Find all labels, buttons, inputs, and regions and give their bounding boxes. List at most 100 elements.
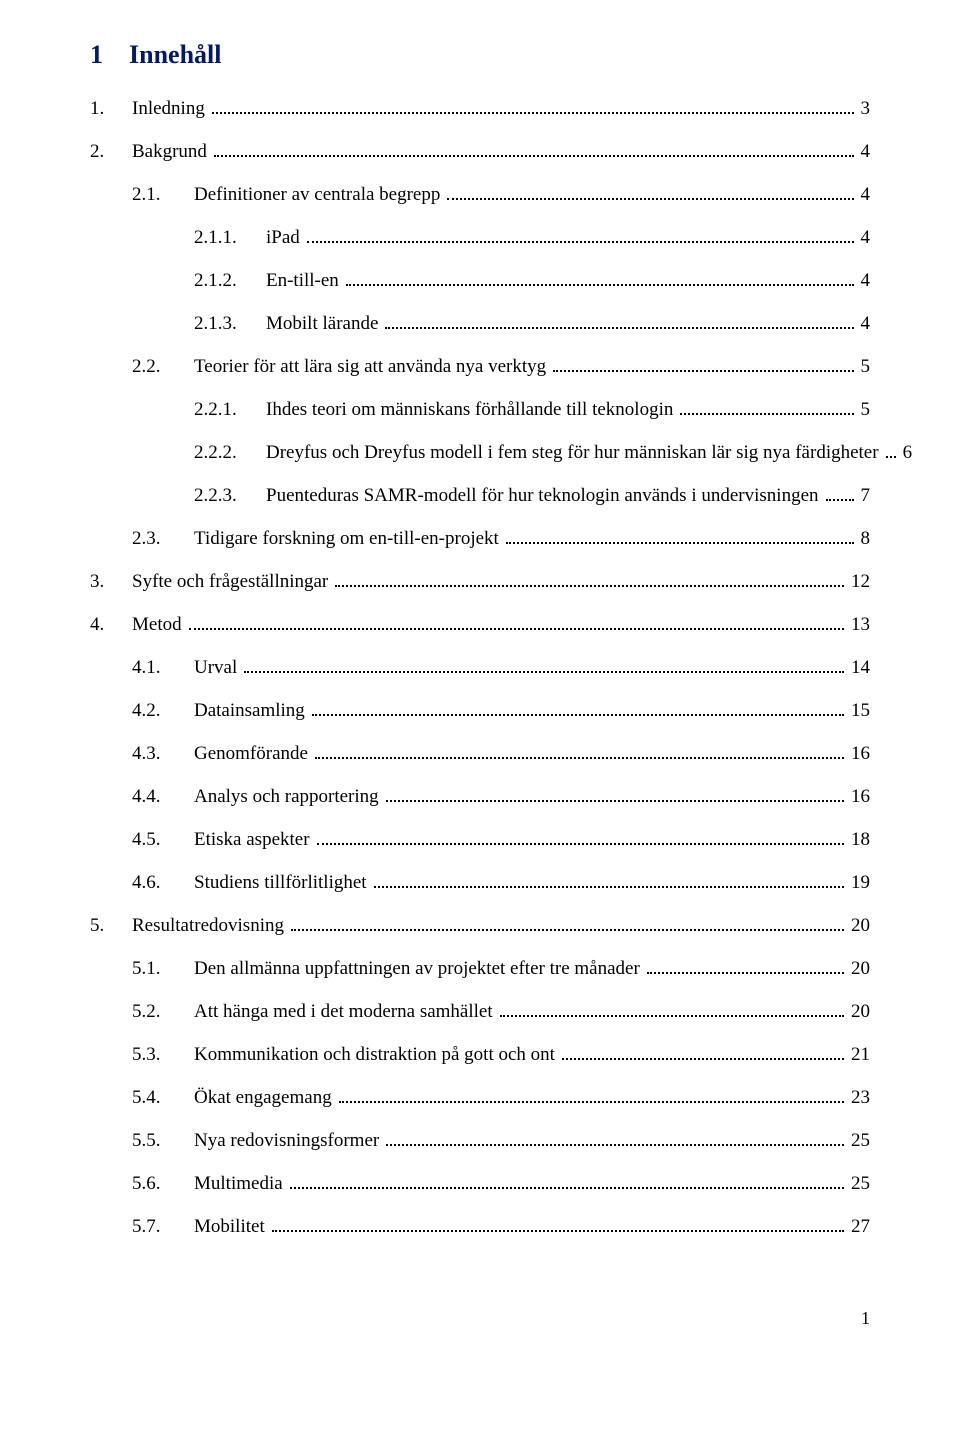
toc-leader-dots — [385, 327, 853, 329]
page-number: 1 — [90, 1308, 870, 1329]
toc-entry-page: 5 — [857, 399, 871, 421]
toc-entry: 2.2.3.Puenteduras SAMR-modell för hur te… — [90, 485, 870, 507]
toc-entry-page: 8 — [857, 528, 871, 550]
toc-entry-number: 5.7. — [132, 1216, 194, 1238]
toc-entry-page: 18 — [847, 829, 870, 851]
toc-entry-number: 2.2.1. — [194, 399, 266, 421]
toc-entry-title: Datainsamling — [194, 700, 309, 722]
toc-entry-title: Metod — [132, 614, 186, 636]
toc-entry-page: 27 — [847, 1216, 870, 1238]
toc-entry-number: 2.1.2. — [194, 270, 266, 292]
toc-entry: 2.1.Definitioner av centrala begrepp4 — [90, 184, 870, 206]
toc-leader-dots — [346, 284, 854, 286]
toc-entry: 4.6.Studiens tillförlitlighet 19 — [90, 872, 870, 894]
toc-leader-dots — [680, 413, 853, 415]
toc-heading: 1 Innehåll — [90, 40, 870, 70]
toc-leader-dots — [189, 628, 844, 630]
toc-entry-title: Den allmänna uppfattningen av projektet … — [194, 958, 644, 980]
toc-entry-number: 4. — [90, 614, 132, 636]
toc-entry-number: 5. — [90, 915, 132, 937]
toc-entry-number: 4.4. — [132, 786, 194, 808]
toc-entry-number: 4.3. — [132, 743, 194, 765]
toc-entry-number: 4.1. — [132, 657, 194, 679]
toc-entry-title: Resultatredovisning — [132, 915, 288, 937]
toc-entry-page: 7 — [857, 485, 871, 507]
toc-entry: 3.Syfte och frågeställningar12 — [90, 571, 870, 593]
toc-entry-page: 16 — [847, 743, 870, 765]
toc-entry-title: iPad — [266, 227, 304, 249]
toc-entry-title: Inledning — [132, 98, 209, 120]
toc-entry-page: 20 — [847, 915, 870, 937]
toc-leader-dots — [312, 714, 844, 716]
toc-entry-title: Ihdes teori om människans förhållande ti… — [266, 399, 677, 421]
toc-entry: 5.2.Att hänga med i det moderna samhälle… — [90, 1001, 870, 1023]
toc-entry-page: 25 — [847, 1173, 870, 1195]
toc-entry-title: Definitioner av centrala begrepp — [194, 184, 444, 206]
toc-entry-page: 4 — [857, 313, 871, 335]
toc-entry-page: 13 — [847, 614, 870, 636]
toc-entry: 2.1.3.Mobilt lärande4 — [90, 313, 870, 335]
toc-entry: 4.2.Datainsamling15 — [90, 700, 870, 722]
toc-leader-dots — [335, 585, 844, 587]
toc-entry-title: Analys och rapportering — [194, 786, 383, 808]
toc-entry-page: 3 — [857, 98, 871, 120]
toc-entry-number: 2.3. — [132, 528, 194, 550]
toc-leader-dots — [307, 241, 854, 243]
toc-entry: 5.3.Kommunikation och distraktion på got… — [90, 1044, 870, 1066]
toc-leader-dots — [386, 1144, 844, 1146]
toc-leader-dots — [212, 112, 854, 114]
toc-entry-page: 23 — [847, 1087, 870, 1109]
toc-entry-title: Bakgrund — [132, 141, 211, 163]
toc-leader-dots — [214, 155, 854, 157]
toc-entry-page: 19 — [847, 872, 870, 894]
toc-leader-dots — [386, 800, 844, 802]
toc-entry-page: 21 — [847, 1044, 870, 1066]
toc-entry: 4.1.Urval14 — [90, 657, 870, 679]
toc-entry-title: Nya redovisningsformer — [194, 1130, 383, 1152]
toc-entry-title: Multimedia — [194, 1173, 287, 1195]
toc-entry-title: Mobilitet — [194, 1216, 269, 1238]
toc-leader-dots — [291, 929, 844, 931]
toc-entry-number: 2.2. — [132, 356, 194, 378]
toc-entry-title: Ökat engagemang — [194, 1087, 336, 1109]
toc-heading-prefix: 1 — [90, 40, 103, 69]
toc-entry: 4.4.Analys och rapportering 16 — [90, 786, 870, 808]
toc-entry-number: 5.6. — [132, 1173, 194, 1195]
toc-entry-number: 1. — [90, 98, 132, 120]
toc-leader-dots — [447, 198, 853, 200]
toc-entry-title: Mobilt lärande — [266, 313, 382, 335]
toc-entry-number: 2. — [90, 141, 132, 163]
toc-entry: 4.Metod 13 — [90, 614, 870, 636]
toc-entry-title: Tidigare forskning om en-till-en-projekt — [194, 528, 503, 550]
toc-leader-dots — [272, 1230, 844, 1232]
toc-entry-page: 4 — [857, 141, 871, 163]
toc-entry-number: 2.2.2. — [194, 442, 266, 464]
toc-leader-dots — [553, 370, 853, 372]
toc-entry: 5.Resultatredovisning 20 — [90, 915, 870, 937]
toc-entry-number: 4.6. — [132, 872, 194, 894]
toc-entry-page: 14 — [847, 657, 870, 679]
toc-entry-page: 12 — [847, 571, 870, 593]
toc-entry-page: 4 — [857, 227, 871, 249]
toc-entry: 2.3.Tidigare forskning om en-till-en-pro… — [90, 528, 870, 550]
toc-entry-number: 5.5. — [132, 1130, 194, 1152]
toc-entry: 5.4.Ökat engagemang23 — [90, 1087, 870, 1109]
toc-entry-title: Studiens tillförlitlighet — [194, 872, 371, 894]
toc-heading-text: Innehåll — [129, 40, 222, 69]
toc-entry: 1.Inledning 3 — [90, 98, 870, 120]
toc-entry: 4.5.Etiska aspekter18 — [90, 829, 870, 851]
toc-entry-number: 2.1.1. — [194, 227, 266, 249]
toc-entry-number: 4.2. — [132, 700, 194, 722]
toc-entry-page: 16 — [847, 786, 870, 808]
toc-leader-dots — [826, 499, 854, 501]
toc-entry-title: Dreyfus och Dreyfus modell i fem steg fö… — [266, 442, 883, 464]
toc-entry-page: 25 — [847, 1130, 870, 1152]
toc-entry: 2.2.Teorier för att lära sig att använda… — [90, 356, 870, 378]
toc-leader-dots — [317, 843, 844, 845]
toc-entry: 2.Bakgrund 4 — [90, 141, 870, 163]
toc-entry-number: 5.3. — [132, 1044, 194, 1066]
toc-entry: 2.2.1.Ihdes teori om människans förhålla… — [90, 399, 870, 421]
toc-list: 1.Inledning 3 2.Bakgrund 4 2.1.Definitioner … — [90, 98, 870, 1238]
toc-entry-page: 20 — [847, 958, 870, 980]
toc-leader-dots — [339, 1101, 844, 1103]
